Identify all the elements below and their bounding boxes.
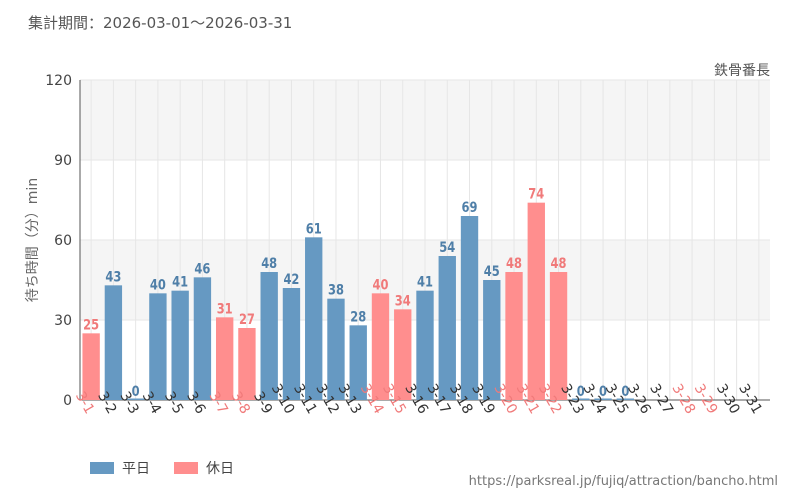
bar-3-4 — [149, 293, 167, 400]
bar-3-22 — [549, 272, 568, 400]
bar-3-15 — [394, 309, 412, 400]
data-label-3-4: 40 — [150, 277, 166, 293]
data-label-3-3: 0 — [132, 384, 140, 400]
data-label-3-7: 31 — [217, 301, 233, 317]
data-label-3-8: 27 — [239, 312, 255, 328]
bar-3-5 — [171, 290, 189, 400]
period-label: 集計期間：2026-03-01〜2026-03-31 — [28, 14, 293, 32]
data-label-3-1: 25 — [83, 317, 99, 333]
data-label-3-2: 43 — [105, 269, 121, 285]
legend-swatch-weekday — [90, 462, 114, 474]
data-label-3-5: 41 — [172, 275, 188, 291]
data-label-3-14: 40 — [372, 277, 388, 293]
bar-3-19 — [483, 280, 501, 400]
attraction-name: 鉄骨番長 — [714, 63, 770, 79]
bar-3-11 — [305, 237, 323, 400]
data-label-3-6: 46 — [194, 261, 210, 277]
bar-3-2 — [104, 285, 123, 400]
bar-3-7 — [215, 317, 234, 400]
bar-3-17 — [438, 256, 456, 400]
bar-3-3 — [126, 398, 145, 400]
data-label-3-16: 41 — [417, 275, 433, 291]
bar-3-24 — [594, 398, 612, 400]
legend-swatch-holiday — [174, 462, 198, 474]
y-tick-label: 30 — [54, 313, 72, 329]
data-label-3-10: 42 — [283, 272, 299, 288]
bar-3-20 — [505, 272, 523, 400]
data-label-3-23: 0 — [577, 384, 585, 400]
legend-item-holiday[interactable]: 休日 — [174, 458, 234, 478]
legend-label-holiday: 休日 — [206, 461, 234, 477]
data-label-3-20: 48 — [506, 256, 522, 272]
y-tick-label: 0 — [63, 393, 72, 409]
data-label-3-11: 61 — [306, 221, 322, 237]
bar-3-13 — [349, 325, 367, 400]
bar-3-23 — [572, 398, 590, 400]
data-label-3-9: 48 — [261, 256, 277, 272]
bar-3-21 — [527, 202, 545, 400]
data-label-3-12: 38 — [328, 283, 344, 299]
data-label-3-18: 69 — [462, 200, 478, 216]
x-tick-label-3-31: 3-31 — [735, 381, 765, 417]
bar-3-1 — [82, 333, 100, 400]
bar-3-8 — [238, 328, 256, 400]
bar-3-6 — [193, 277, 212, 400]
bar-3-16 — [416, 290, 434, 400]
bar-3-10 — [282, 288, 301, 400]
data-label-3-19: 45 — [484, 264, 500, 280]
data-label-3-24: 0 — [599, 384, 607, 400]
bar-3-14 — [371, 293, 390, 400]
data-label-3-17: 54 — [439, 240, 455, 256]
y-tick-label: 60 — [54, 233, 72, 249]
data-label-3-15: 34 — [395, 293, 411, 309]
data-label-3-22: 48 — [551, 256, 567, 272]
data-label-3-25: 0 — [621, 384, 629, 400]
bar-3-12 — [327, 298, 345, 400]
legend-item-weekday[interactable]: 平日 — [90, 458, 150, 478]
source-url[interactable]: https://parksreal.jp/fujiq/attraction/ba… — [468, 474, 778, 489]
y-tick-label: 120 — [45, 73, 72, 89]
data-label-3-21: 74 — [528, 187, 544, 203]
data-label-3-13: 28 — [350, 309, 366, 325]
bar-3-25 — [616, 398, 635, 400]
y-tick-label: 90 — [54, 153, 72, 169]
legend-label-weekday: 平日 — [122, 461, 150, 477]
legend: 平日 休日 — [90, 458, 234, 478]
bar-3-18 — [460, 216, 479, 400]
bar-3-9 — [260, 272, 278, 400]
